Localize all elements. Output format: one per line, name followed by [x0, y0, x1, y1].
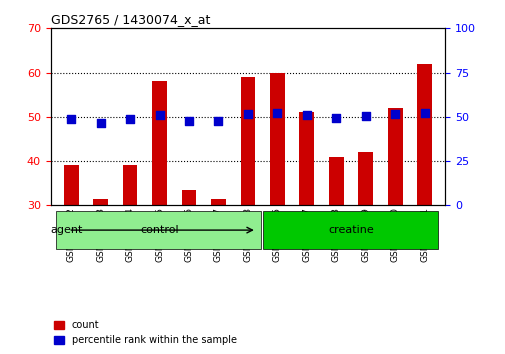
- Bar: [123, 166, 137, 205]
- Bar: [181, 190, 196, 205]
- Point: [96, 120, 105, 126]
- Bar: [417, 64, 431, 205]
- Point: [67, 116, 75, 121]
- Point: [420, 110, 428, 116]
- Point: [214, 118, 222, 124]
- Point: [361, 113, 369, 119]
- Bar: [93, 199, 108, 205]
- Bar: [211, 199, 225, 205]
- Bar: [240, 77, 255, 205]
- Bar: [299, 113, 314, 205]
- Text: creatine: creatine: [328, 225, 373, 235]
- Legend: count, percentile rank within the sample: count, percentile rank within the sample: [50, 316, 240, 349]
- Text: control: control: [140, 225, 179, 235]
- Text: GDS2765 / 1430074_x_at: GDS2765 / 1430074_x_at: [50, 13, 210, 26]
- Point: [126, 116, 134, 121]
- Point: [155, 112, 163, 118]
- Point: [302, 112, 310, 118]
- Point: [243, 111, 251, 117]
- Bar: [270, 73, 284, 205]
- Bar: [358, 152, 372, 205]
- Point: [390, 111, 398, 117]
- FancyBboxPatch shape: [262, 211, 437, 249]
- Bar: [387, 108, 402, 205]
- Bar: [152, 81, 167, 205]
- Point: [273, 110, 281, 116]
- Bar: [64, 166, 78, 205]
- Bar: [328, 156, 343, 205]
- Text: agent: agent: [50, 225, 83, 235]
- Point: [332, 115, 340, 120]
- Point: [185, 118, 193, 124]
- FancyBboxPatch shape: [57, 211, 261, 249]
